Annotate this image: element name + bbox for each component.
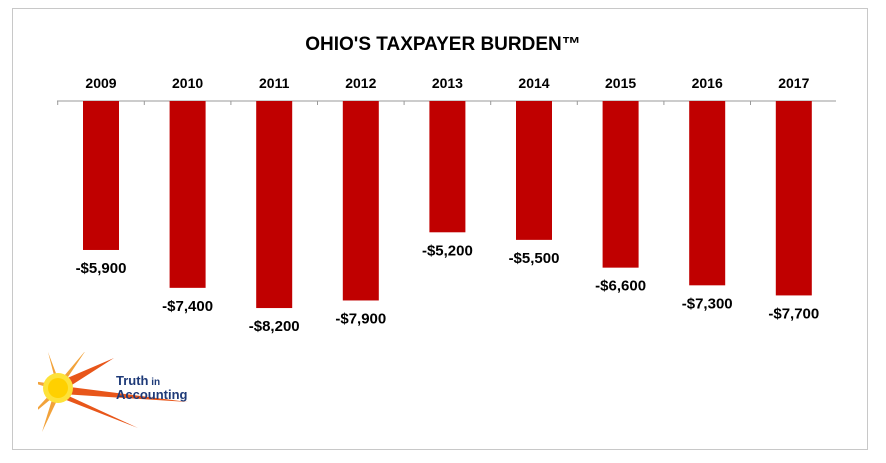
logo-text-line2: Accounting [116,387,188,402]
bar-2014 [516,101,552,240]
truth-in-accounting-logo: Truth in Accounting [24,350,198,432]
data-label-2011: -$8,200 [249,318,300,335]
sun-icon [24,350,188,432]
bar-2016 [689,101,726,286]
tick-label-2009: 2009 [85,75,116,91]
data-label-2017: -$7,700 [768,305,819,322]
bars-group [57,101,812,309]
bar-2011 [256,101,293,309]
data-label-2012: -$7,900 [335,310,386,327]
data-label-2015: -$6,600 [595,278,646,295]
bar-2013 [429,101,466,233]
bar-2010 [169,101,206,288]
logo-text-line1: Truth in [116,373,161,389]
bar-2012 [342,101,379,301]
tick-label-2013: 2013 [432,75,463,91]
tick-label-2011: 2011 [259,75,290,91]
data-label-2016: -$7,300 [682,295,733,312]
data-label-2013: -$5,200 [422,242,473,259]
data-label-2010: -$7,400 [162,298,213,315]
data-label-2009: -$5,900 [76,260,127,277]
tick-label-2017: 2017 [778,75,809,91]
data-label-2014: -$5,500 [509,250,560,267]
tick-label-2010: 2010 [172,75,203,91]
chart-title: OHIO'S TAXPAYER BURDEN™ [305,34,581,55]
tick-label-2012: 2012 [345,75,376,91]
bar-2015 [602,101,639,268]
bar-2009 [83,101,119,250]
tick-label-2016: 2016 [692,75,723,91]
tick-label-2015: 2015 [605,75,636,91]
tick-label-2014: 2014 [518,75,549,91]
labels-group: 2009 -$5,900 2010 -$7,400 2011 -$8,200 2012 -$7… [76,75,820,335]
bar-2017 [775,101,812,296]
